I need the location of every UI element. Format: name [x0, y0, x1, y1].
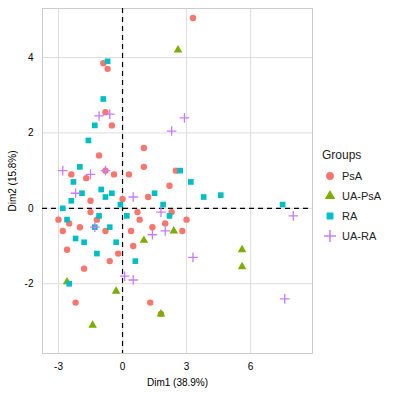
- svg-text:-2: -2: [25, 278, 34, 289]
- html-text:Groups: Groups: [322, 147, 362, 162]
- svg-text:Dim1 (38.9%): Dim1 (38.9%): [147, 377, 208, 388]
- svg-text:2: 2: [28, 127, 34, 138]
- html-text:UA-RA: UA-RA: [342, 229, 377, 242]
- svg-text:6: 6: [248, 361, 254, 372]
- svg-text:0: 0: [120, 361, 126, 372]
- html-text:UA-PsA: UA-PsA: [342, 189, 382, 202]
- svg-text:0: 0: [28, 203, 34, 214]
- html-text:RA: RA: [342, 209, 358, 222]
- svg-text:Dim2 (15.8%): Dim2 (15.8%): [7, 150, 18, 211]
- svg-text:3: 3: [184, 361, 190, 372]
- html-text:PsA: PsA: [342, 169, 363, 182]
- svg-text:4: 4: [28, 52, 34, 63]
- svg-text:-3: -3: [54, 361, 63, 372]
